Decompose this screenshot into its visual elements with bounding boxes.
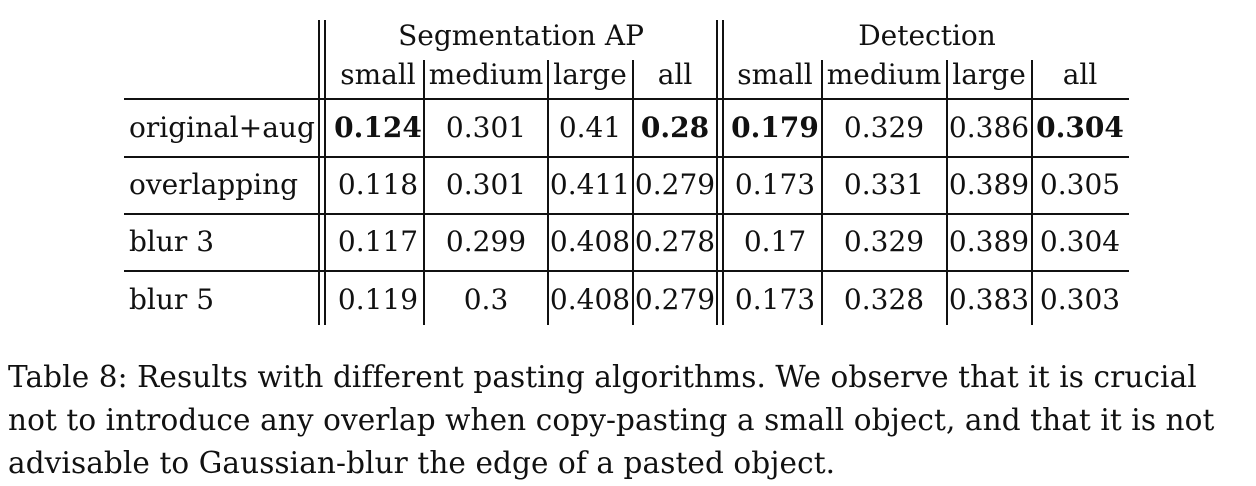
table-cell-r1-c2: 0.411	[549, 168, 631, 201]
table-cell-r3-c7: 0.303	[1039, 283, 1121, 316]
column-rule-5	[716, 20, 718, 325]
row-label-1: overlapping	[129, 168, 299, 201]
table-caption: Table 8: Results with different pasting …	[8, 360, 1215, 480]
table-cell-r3-c5: 0.328	[843, 283, 925, 316]
column-rule-3	[547, 60, 549, 325]
column-header-3: all	[657, 58, 693, 91]
table-cell-r2-c6: 0.389	[948, 225, 1030, 258]
column-rule-0	[318, 20, 320, 325]
table-cell-r0-c1: 0.301	[445, 111, 527, 144]
table-cell-r2-c4: 0.17	[743, 225, 807, 258]
table-cell-r2-c5: 0.329	[843, 225, 925, 258]
table-cell-r3-c2: 0.408	[549, 283, 631, 316]
table-cell-r2-c3: 0.278	[634, 225, 716, 258]
group-header-0: Segmentation AP	[398, 19, 644, 52]
column-rule-2	[423, 60, 425, 325]
table-cell-r3-c0: 0.119	[337, 283, 419, 316]
row-rule-3	[124, 270, 1129, 272]
column-rule-7	[821, 60, 823, 325]
table-cell-r3-c3: 0.279	[634, 283, 716, 316]
table-cell-r0-c2: 0.41	[558, 111, 622, 144]
row-rule-2	[124, 213, 1129, 215]
column-rule-9	[1031, 60, 1033, 325]
column-rule-4	[632, 60, 634, 325]
table-cell-r0-c5: 0.329	[843, 111, 925, 144]
column-rule-1	[324, 20, 326, 325]
table-cell-r0-c7: 0.304	[1036, 111, 1124, 144]
column-header-4: small	[737, 58, 813, 91]
row-rule-1	[124, 156, 1129, 158]
row-label-0: original+aug	[129, 111, 315, 144]
table-cell-r2-c0: 0.117	[337, 225, 419, 258]
group-header-1: Detection	[858, 19, 996, 52]
row-label-2: blur 3	[129, 225, 215, 258]
column-header-0: small	[340, 58, 416, 91]
table-cell-r1-c5: 0.331	[843, 168, 925, 201]
results-table: Segmentation AP Detection small medium large…	[124, 19, 1129, 325]
column-rule-8	[946, 60, 948, 325]
table-cell-r0-c0: 0.124	[334, 111, 422, 144]
table-cell-r2-c7: 0.304	[1039, 225, 1121, 258]
column-header-6: large	[952, 58, 1026, 91]
table-cell-r2-c1: 0.299	[445, 225, 527, 258]
table-cell-r1-c7: 0.305	[1039, 168, 1121, 201]
column-header-7: all	[1062, 58, 1098, 91]
table-cell-r1-c3: 0.279	[634, 168, 716, 201]
row-label-3: blur 5	[129, 283, 215, 316]
column-header-2: large	[553, 58, 627, 91]
table-cell-r2-c2: 0.408	[549, 225, 631, 258]
column-header-1: medium	[428, 58, 544, 91]
table-cell-r3-c1: 0.3	[463, 283, 509, 316]
table-cell-r3-c6: 0.383	[948, 283, 1030, 316]
table-cell-r0-c6: 0.386	[948, 111, 1030, 144]
column-rule-6	[722, 20, 724, 325]
column-header-5: medium	[826, 58, 942, 91]
table-cell-r3-c4: 0.173	[734, 283, 816, 316]
table-cell-r0-c3: 0.28	[640, 111, 710, 144]
table-cell-r1-c1: 0.301	[445, 168, 527, 201]
table-cell-r0-c4: 0.179	[731, 111, 819, 144]
table-cell-r1-c0: 0.118	[337, 168, 419, 201]
table-cell-r1-c4: 0.173	[734, 168, 816, 201]
table-cell-r1-c6: 0.389	[948, 168, 1030, 201]
row-rule-0	[124, 98, 1129, 101]
